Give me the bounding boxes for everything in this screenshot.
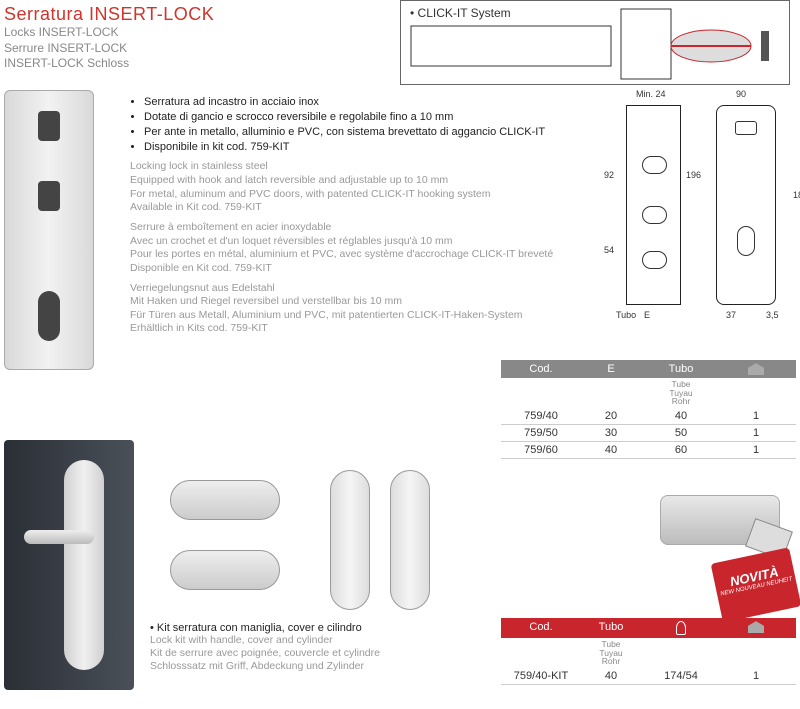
col-e: E xyxy=(581,360,641,378)
lock-photo xyxy=(4,90,94,370)
col-tubo: Tubo xyxy=(581,618,641,638)
table-subheader: Tube Tuyau Rohr xyxy=(501,638,796,668)
cell-qty: 1 xyxy=(721,442,791,458)
lang-line: Verriegelungsnut aus Edelstahl xyxy=(130,282,600,296)
kit-installed-photo xyxy=(4,440,134,690)
dim-37: 37 xyxy=(726,310,736,320)
spec-table-1: Cod. E Tubo Tube Tuyau Rohr 759/40 20 40… xyxy=(501,360,796,459)
bullet-item: Per ante in metallo, alluminio e PVC, co… xyxy=(144,125,600,140)
lock-slot-icon xyxy=(38,111,60,141)
table-subheader: Tube Tuyau Rohr xyxy=(501,378,796,408)
table-header: Cod. E Tubo xyxy=(501,360,796,378)
dim-35: 3,5 xyxy=(766,310,779,320)
cover-plate-photo xyxy=(390,470,430,610)
tube-outline xyxy=(626,105,681,305)
cell-e: 30 xyxy=(581,425,641,441)
col-box-icon xyxy=(721,360,791,378)
cell-qty: 1 xyxy=(721,425,791,441)
cylinder-photo xyxy=(660,495,780,545)
handle-photo xyxy=(170,480,280,520)
cell-tubo: 50 xyxy=(641,425,721,441)
cell-qty: 1 xyxy=(721,408,791,424)
lock-slot-icon xyxy=(38,181,60,211)
subtitle-fr: Serrure INSERT-LOCK xyxy=(4,41,214,57)
dim-min24: Min. 24 xyxy=(636,89,666,99)
lang-line: Disponible en Kit cod. 759-KIT xyxy=(130,262,600,276)
handle-photo xyxy=(170,550,280,590)
spec-table-2: Cod. Tubo Tube Tuyau Rohr 759/40-KIT 40 … xyxy=(501,618,796,685)
lang-line: Für Türen aus Metall, Aluminium und PVC,… xyxy=(130,309,600,323)
key-icon xyxy=(676,621,686,635)
cell-qty: 1 xyxy=(721,668,791,684)
bullets-italian: Serratura ad incastro in acciaio inox Do… xyxy=(144,95,600,154)
cell-tubo: 60 xyxy=(641,442,721,458)
lang-line: Equipped with hook and latch reversible … xyxy=(130,174,600,188)
cell-cod: 759/40 xyxy=(501,408,581,424)
dim-196: 196 xyxy=(686,170,701,180)
lang-line: For metal, aluminum and PVC doors, with … xyxy=(130,188,600,202)
kit-description: • Kit serratura con maniglia, cover e ci… xyxy=(150,622,530,673)
package-icon xyxy=(748,621,764,633)
cell-e: 40 xyxy=(581,442,641,458)
lang-english: Locking lock in stainless steel Equipped… xyxy=(130,160,600,215)
plate-outline xyxy=(716,105,776,305)
col-box-icon xyxy=(721,618,791,638)
cell-cyl: 174/54 xyxy=(641,668,721,684)
page-header: Serratura INSERT-LOCK Locks INSERT-LOCK … xyxy=(4,4,214,72)
lang-french: Serrure à emboîtement en acier inoxydabl… xyxy=(130,221,600,276)
cover-plate-photo xyxy=(330,470,370,610)
kit-lang-de: Schlosssatz mit Griff, Abdeckung und Zyl… xyxy=(150,660,530,673)
kit-plate-icon xyxy=(64,460,104,670)
dim-180: 180 xyxy=(793,190,800,200)
lang-line: Pour les portes en métal, aluminium et P… xyxy=(130,248,600,262)
kit-bullet: • Kit serratura con maniglia, cover e ci… xyxy=(150,622,530,634)
table-row: 759/50 30 50 1 xyxy=(501,425,796,442)
dim-E: E xyxy=(644,310,650,320)
handle-icon xyxy=(24,530,94,544)
dimension-diagram: Min. 24 90 92 196 180 54 2 37 3,5 E Tubo xyxy=(616,95,796,325)
kit-components xyxy=(170,470,550,610)
novita-badge: NOVITÀ NEW NOUVEAU NEUHEIT xyxy=(711,547,800,622)
dim-54: 54 xyxy=(604,245,614,255)
dim-90: 90 xyxy=(736,89,746,99)
lang-line: Avec un crochet et d'un loquet réversibl… xyxy=(130,235,600,249)
dim-92: 92 xyxy=(604,170,614,180)
cell-cod: 759/50 xyxy=(501,425,581,441)
col-tubo: Tubo xyxy=(641,360,721,378)
click-it-label: • CLICK-IT System xyxy=(410,6,511,20)
bullet-item: Serratura ad incastro in acciaio inox xyxy=(144,95,600,110)
sub-rohr: Rohr xyxy=(587,657,635,666)
cell-tubo: 40 xyxy=(641,408,721,424)
product-title: Serratura INSERT-LOCK xyxy=(4,4,214,25)
table-row: 759/40-KIT 40 174/54 1 xyxy=(501,668,796,685)
lang-line: Erhältlich in Kits cod. 759-KIT xyxy=(130,322,600,336)
package-icon xyxy=(748,363,764,375)
cell-e: 20 xyxy=(581,408,641,424)
cell-tubo: 40 xyxy=(581,668,641,684)
sub-rohr: Rohr xyxy=(647,397,715,406)
subtitle-en: Locks INSERT-LOCK xyxy=(4,25,214,41)
cell-cod: 759/60 xyxy=(501,442,581,458)
table-header-red: Cod. Tubo xyxy=(501,618,796,638)
cell-cod: 759/40-KIT xyxy=(501,668,581,684)
col-cod: Cod. xyxy=(501,360,581,378)
lang-line: Serrure à emboîtement en acier inoxydabl… xyxy=(130,221,600,235)
kit-lang-en: Lock kit with handle, cover and cylinder xyxy=(150,634,530,647)
bullet-item: Disponibile in kit cod. 759-KIT xyxy=(144,140,600,155)
cylinder-hole-icon xyxy=(38,291,60,341)
bullet-item: Dotate di gancio e scrocco reversibile e… xyxy=(144,110,600,125)
dim-tubo: Tubo xyxy=(616,310,636,320)
description-block: Serratura ad incastro in acciaio inox Do… xyxy=(130,95,600,336)
lang-line: Available in Kit cod. 759-KIT xyxy=(130,201,600,215)
kit-lang-fr: Kit de serrure avec poignée, couvercle e… xyxy=(150,647,530,660)
lang-line: Locking lock in stainless steel xyxy=(130,160,600,174)
col-cod: Cod. xyxy=(501,618,581,638)
subtitle-de: INSERT-LOCK Schloss xyxy=(4,56,214,72)
col-key-icon xyxy=(641,618,721,638)
table-row: 759/40 20 40 1 xyxy=(501,408,796,425)
table-row: 759/60 40 60 1 xyxy=(501,442,796,459)
lang-line: Mit Haken und Riegel reversibel und vers… xyxy=(130,295,600,309)
lang-german: Verriegelungsnut aus Edelstahl Mit Haken… xyxy=(130,282,600,337)
